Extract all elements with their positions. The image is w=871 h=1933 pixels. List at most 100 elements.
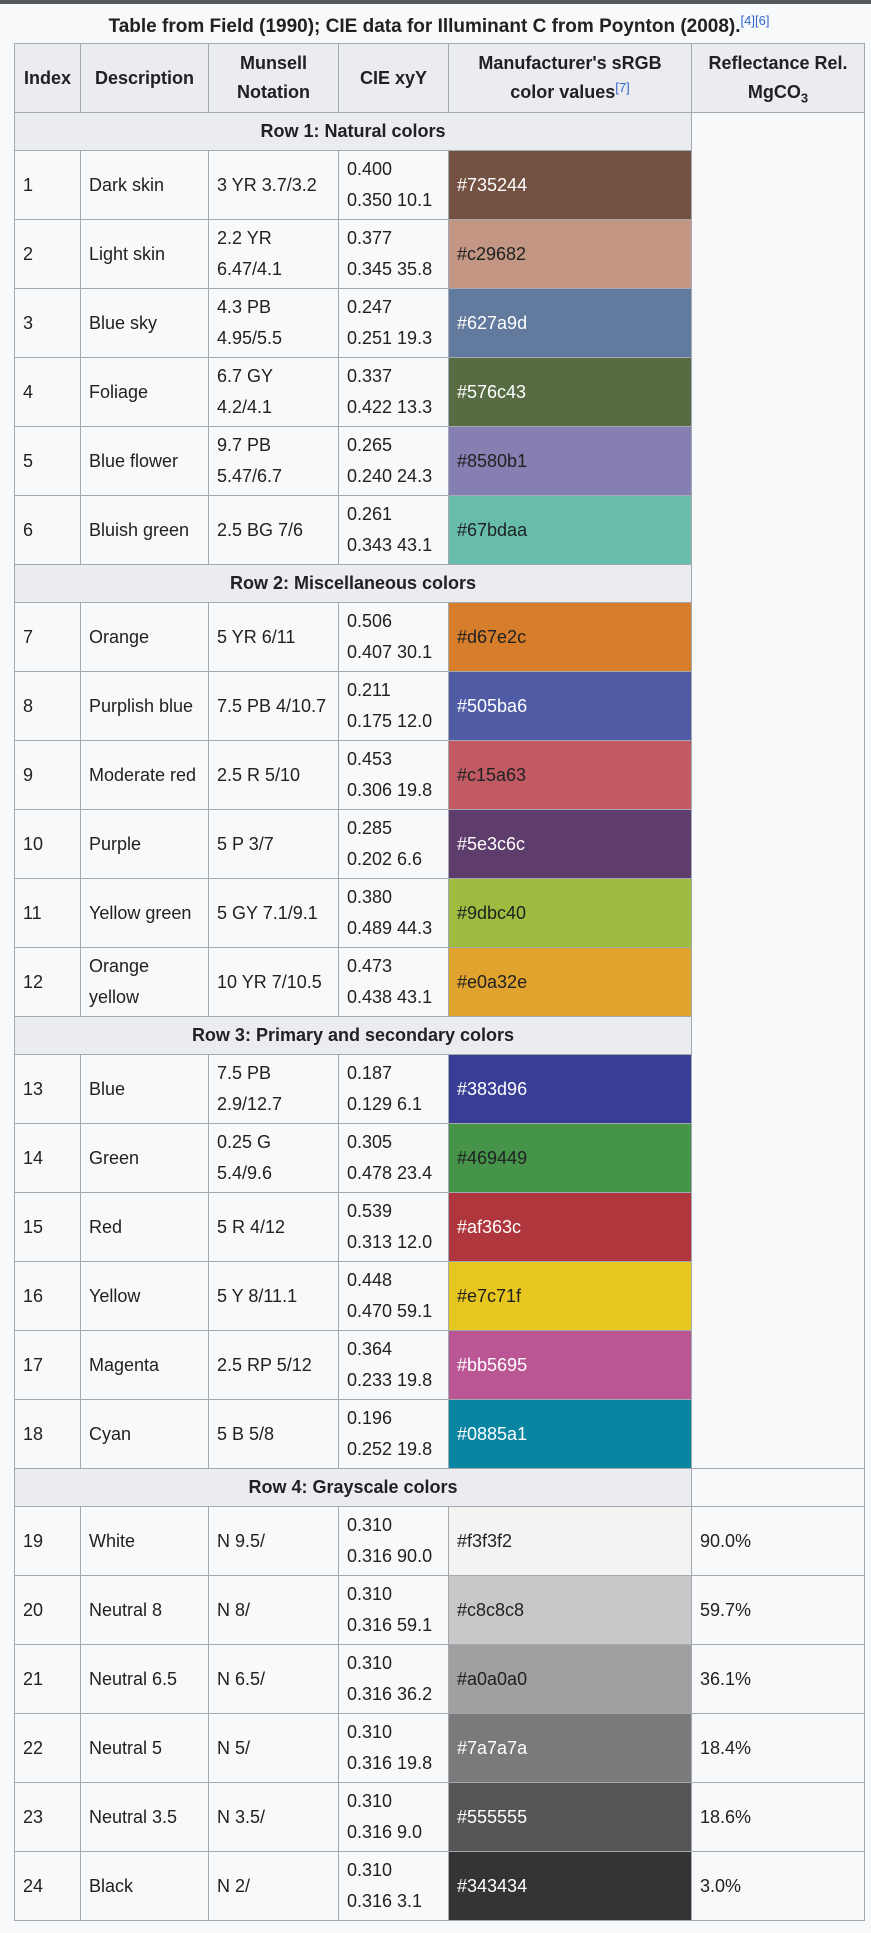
table-row: 4 Foliage 6.7 GY 4.2/4.1 0.337 0.422 13.3 #57… <box>14 357 865 427</box>
index-cell: 9 <box>14 740 81 810</box>
cie-x-value: 0.211 <box>347 680 391 700</box>
table-row: 6 Bluish green 2.5 BG 7/6 0.261 0.343 43.1 #6… <box>14 495 865 565</box>
cie-y-Y-value: 0.316 19.8 <box>347 1753 433 1773</box>
reflectance-cell: 18.6% <box>691 1782 865 1852</box>
description-cell: Magenta <box>80 1330 209 1400</box>
table-row: 1 Dark skin 3 YR 3.7/3.2 0.400 0.350 10.1 #73… <box>14 150 865 220</box>
cie-xyy-cell: 0.364 0.233 19.8 <box>338 1330 449 1400</box>
header-munsell: Munsell Notation <box>208 43 339 113</box>
description-cell: Neutral 6.5 <box>80 1644 209 1714</box>
color-swatch-cell: #d67e2c <box>448 602 692 672</box>
description-cell: Yellow <box>80 1261 209 1331</box>
srgb-reference-link[interactable]: [7] <box>615 80 630 95</box>
cie-xyy-cell: 0.400 0.350 10.1 <box>338 150 449 220</box>
color-swatch-cell: #576c43 <box>448 357 692 427</box>
cie-y-Y-value: 0.233 19.8 <box>347 1370 433 1390</box>
cie-xyy-cell: 0.310 0.316 90.0 <box>338 1506 449 1576</box>
color-swatch-cell: #555555 <box>448 1782 692 1852</box>
color-swatch-cell: #469449 <box>448 1123 692 1193</box>
cie-xyy-cell: 0.337 0.422 13.3 <box>338 357 449 427</box>
description-cell: Dark skin <box>80 150 209 220</box>
index-cell: 14 <box>14 1123 81 1193</box>
table-row: 12 Orange yellow 10 YR 7/10.5 0.473 0.438 43… <box>14 947 865 1017</box>
color-swatch-cell: #c29682 <box>448 219 692 289</box>
index-cell: 18 <box>14 1399 81 1469</box>
header-reflectance-line1: Reflectance Rel. <box>708 53 848 73</box>
index-cell: 16 <box>14 1261 81 1331</box>
cie-xyy-cell: 0.187 0.129 6.1 <box>338 1054 449 1124</box>
color-swatch-cell: #9dbc40 <box>448 878 692 948</box>
table-row: 14 Green 0.25 G 5.4/9.6 0.305 0.478 23.4 #469… <box>14 1123 865 1193</box>
cie-y-Y-value: 0.240 24.3 <box>347 466 433 486</box>
cie-xyy-cell: 0.310 0.316 36.2 <box>338 1644 449 1714</box>
group-header-row: Row 1: Natural colors <box>14 112 865 1469</box>
reflectance-cell: 3.0% <box>691 1851 865 1921</box>
index-cell: 23 <box>14 1782 81 1852</box>
munsell-cell: 7.5 PB 4/10.7 <box>208 671 339 741</box>
cie-y-Y-value: 0.316 36.2 <box>347 1684 433 1704</box>
cie-y-Y-value: 0.407 30.1 <box>347 642 433 662</box>
description-cell: Orange yellow <box>80 947 209 1017</box>
color-swatch-cell: #a0a0a0 <box>448 1644 692 1714</box>
description-cell: Green <box>80 1123 209 1193</box>
cie-y-Y-value: 0.316 59.1 <box>347 1615 433 1635</box>
group-header-row: Row 2: Miscellaneous colors <box>14 564 865 603</box>
cie-xyy-cell: 0.261 0.343 43.1 <box>338 495 449 565</box>
index-cell: 20 <box>14 1575 81 1645</box>
header-reflectance-subscript: 3 <box>800 90 809 106</box>
color-swatch-cell: #f3f3f2 <box>448 1506 692 1576</box>
group-title: Row 2: Miscellaneous colors <box>14 564 692 603</box>
cie-x-value: 0.310 <box>347 1584 393 1604</box>
munsell-cell: 9.7 PB 5.47/6.7 <box>208 426 339 496</box>
caption-references-link[interactable]: [4][6] <box>740 13 770 28</box>
header-reflectance: Reflectance Rel. MgCO3 <box>691 43 865 113</box>
cie-y-Y-value: 0.316 3.1 <box>347 1891 423 1911</box>
description-cell: Orange <box>80 602 209 672</box>
color-swatch-cell: #67bdaa <box>448 495 692 565</box>
cie-y-Y-value: 0.438 43.1 <box>347 987 433 1007</box>
description-cell: Bluish green <box>80 495 209 565</box>
munsell-cell: 2.5 RP 5/12 <box>208 1330 339 1400</box>
cie-y-Y-value: 0.489 44.3 <box>347 918 433 938</box>
cie-y-Y-value: 0.478 23.4 <box>347 1163 433 1183</box>
cie-xyy-cell: 0.285 0.202 6.6 <box>338 809 449 879</box>
cie-x-value: 0.261 <box>347 504 393 524</box>
color-swatch-cell: #735244 <box>448 150 692 220</box>
header-srgb-line2: color values <box>510 82 616 102</box>
description-cell: Neutral 5 <box>80 1713 209 1783</box>
cie-x-value: 0.364 <box>347 1339 393 1359</box>
index-cell: 11 <box>14 878 81 948</box>
reflectance-empty-cell <box>691 1468 865 1507</box>
index-cell: 7 <box>14 602 81 672</box>
color-swatch-cell: #0885a1 <box>448 1399 692 1469</box>
cie-x-value: 0.310 <box>347 1860 393 1880</box>
munsell-cell: N 3.5/ <box>208 1782 339 1852</box>
munsell-cell: 6.7 GY 4.2/4.1 <box>208 357 339 427</box>
index-cell: 10 <box>14 809 81 879</box>
description-cell: Foliage <box>80 357 209 427</box>
color-swatch-cell: #505ba6 <box>448 671 692 741</box>
cie-xyy-cell: 0.377 0.345 35.8 <box>338 219 449 289</box>
header-srgb: Manufacturer's sRGB color values[7] <box>448 43 692 113</box>
description-cell: Moderate red <box>80 740 209 810</box>
color-swatch-cell: #383d96 <box>448 1054 692 1124</box>
cie-y-Y-value: 0.470 59.1 <box>347 1301 433 1321</box>
cie-y-Y-value: 0.345 35.8 <box>347 259 433 279</box>
header-index: Index <box>14 43 81 113</box>
munsell-cell: 2.2 YR 6.47/4.1 <box>208 219 339 289</box>
index-cell: 4 <box>14 357 81 427</box>
cie-xyy-cell: 0.265 0.240 24.3 <box>338 426 449 496</box>
cie-y-Y-value: 0.343 43.1 <box>347 535 433 555</box>
top-border <box>0 0 871 4</box>
description-cell: Blue flower <box>80 426 209 496</box>
cie-x-value: 0.310 <box>347 1515 393 1535</box>
color-swatch-cell: #c8c8c8 <box>448 1575 692 1645</box>
table-row: 10 Purple 5 P 3/7 0.285 0.202 6.6 #5e3c6c <box>14 809 865 879</box>
munsell-cell: 4.3 PB 4.95/5.5 <box>208 288 339 358</box>
cie-xyy-cell: 0.310 0.316 9.0 <box>338 1782 449 1852</box>
color-swatch-cell: #343434 <box>448 1851 692 1921</box>
cie-y-Y-value: 0.350 10.1 <box>347 190 433 210</box>
table-caption: Table from Field (1990); CIE data for Il… <box>14 10 864 44</box>
